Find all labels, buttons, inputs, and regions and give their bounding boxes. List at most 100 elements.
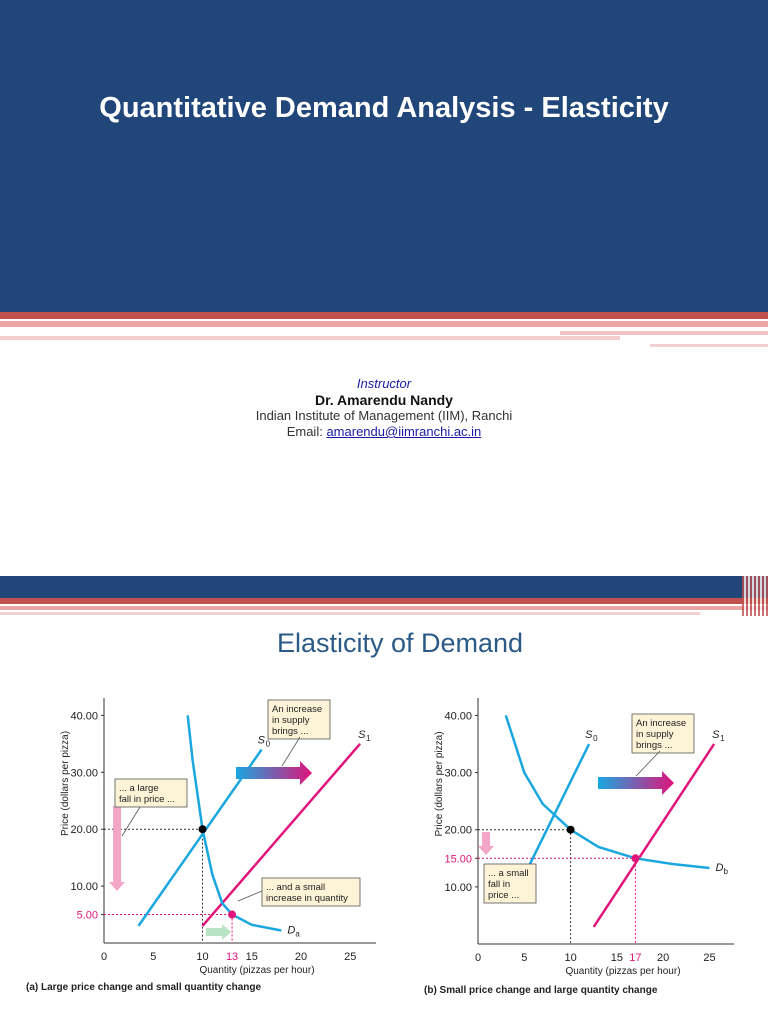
chart-a-annotation-quantity-box: [261, 877, 361, 907]
chart-a-annotation-quantity-leader: [237, 890, 263, 902]
chart-a-panel-caption: (a) Large price change and small quantit…: [26, 982, 261, 993]
chart-b-annotation-supply-box: [631, 713, 695, 754]
chart-a-y-tick-label: 40.00: [70, 710, 98, 722]
email-link[interactable]: amarendu@iimranchi.ac.in: [326, 424, 482, 439]
chart-b-price-fall-arrow: [478, 832, 494, 855]
chart-a-y-tick-label: 20.00: [70, 824, 98, 836]
chart-a-annotation-price-box: [114, 778, 188, 808]
chart-b-equilibrium-1: [631, 854, 640, 863]
chart-b-y-tick-label: 30.00: [444, 768, 472, 780]
divider-pink-2: [560, 331, 768, 335]
affiliation: Indian Institute of Management (IIM), Ra…: [255, 408, 513, 423]
chart-b-label-d-sub: b: [723, 867, 728, 876]
chart-a-guide-eq0: [104, 828, 204, 943]
chart-a-x-tick-label: 25: [344, 951, 356, 963]
instructor-label: Instructor: [356, 376, 412, 391]
chart-a-annotation-supply-text: An increase: [272, 704, 322, 715]
chart-b-x-tick-label: 10: [564, 952, 576, 964]
chart-a-annotation-supply-text: in supply: [272, 715, 310, 726]
divider-pink-4: [650, 344, 768, 347]
slide-title: Quantitative Demand Analysis - Elasticit…: [99, 92, 669, 124]
chart-b-annotation-supply-leader: [635, 750, 661, 777]
chart-a-x-tick-label: 0: [101, 951, 107, 963]
chart-b-label-s1-sub: 1: [720, 734, 725, 743]
chart-b-label-s0-sub: 0: [593, 734, 598, 743]
chart-a-label-s1-sub: 1: [366, 734, 371, 743]
chart-b-series-S0: [523, 743, 591, 876]
chart-b-annotation-price-text: fall in: [488, 879, 510, 890]
chart-a-label-s1: S: [358, 729, 366, 741]
instructor-block: Instructor Dr. Amarendu Nandy Indian Ins…: [0, 376, 768, 440]
chart-b-y-tick-label: 10.00: [444, 882, 472, 894]
chart-a-supply-shift-arrow: [236, 761, 312, 785]
title-slide-header: [0, 0, 768, 312]
chart-a-x-tick-label: 10: [196, 951, 208, 963]
chart-b-label-d: D: [715, 862, 723, 874]
chart-a-series-S1: [201, 742, 362, 927]
slide2-title: Elasticity of Demand: [276, 628, 524, 658]
chart-b-annotation-price-text: price ...: [488, 890, 519, 901]
chart-a-x-tick-label: 20: [295, 951, 307, 963]
chart-b-x-tick-label: 25: [703, 952, 715, 964]
chart-a-label-d-sub: a: [295, 929, 300, 938]
chart-a-y-tick-label: 30.00: [70, 767, 98, 779]
chart-b-panel-caption: (b) Small price change and large quantit…: [424, 985, 658, 996]
chart-a-y-axis-label: Price (dollars per pizza): [60, 731, 71, 836]
chart-a-y-tick-label: 5.00: [77, 910, 98, 922]
divider-pink-3: [0, 336, 620, 340]
chart-b-annotation-supply-text: in supply: [636, 729, 674, 740]
divider-red: [0, 312, 768, 319]
chart-a-equilibrium-1: [228, 910, 237, 919]
chart-b-y-axis-label: Price (dollars per pizza): [434, 731, 445, 836]
chart-a-label-s0-sub: 0: [266, 740, 271, 749]
chart-a-x-tick-label: 15: [246, 951, 258, 963]
chart-a-series-Da: [186, 715, 282, 932]
chart-b-label-s1: S: [712, 729, 720, 741]
chart-a-annotation-supply-leader: [281, 736, 301, 767]
divider-pink: [0, 321, 768, 327]
chart-b-x-axis-label: Quantity (pizzas per hour): [565, 966, 680, 977]
email-label: Email:: [286, 424, 323, 439]
slide2-edge-stripes: [742, 576, 768, 616]
chart-a-annotation-supply-text: brings ...: [272, 726, 308, 737]
chart-a-quantity-increase-arrow: [206, 924, 231, 940]
slide2-top-bar: [0, 576, 768, 598]
chart-b-supply-shift-arrow: [598, 771, 674, 795]
chart-b-y-tick-label: 40.00: [444, 710, 472, 722]
chart-a-y-tick-label: 10.00: [70, 881, 98, 893]
chart-a-annotation-price-text: fall in price ...: [119, 794, 175, 805]
chart-b-y-tick-label: 15.00: [444, 853, 472, 865]
chart-b-x-tick-label: 15: [611, 952, 623, 964]
email-line: Email: amarendu@iimranchi.ac.in: [0, 424, 768, 440]
chart-b-annotation-supply-text: An increase: [636, 718, 686, 729]
chart-b-annotation-supply-text: brings ...: [636, 740, 672, 751]
chart-b-y-tick-label: 20.00: [444, 825, 472, 837]
slide2-pink-bar: [0, 606, 768, 610]
instructor-name: Dr. Amarendu Nandy: [315, 392, 453, 408]
chart-b-x-tick-label: 0: [475, 952, 481, 964]
chart-b-equilibrium-0: [566, 825, 575, 834]
chart-a-annotation-price-text: ... a large: [119, 783, 159, 794]
chart-b-label-s0: S: [585, 729, 593, 741]
chart-b-x-tick-label: 20: [657, 952, 669, 964]
chart-a-x-axis-label: Quantity (pizzas per hour): [199, 965, 314, 976]
chart-a-annotation-quantity-text: increase in quantity: [266, 893, 348, 904]
chart-b-x-tick-label: 17: [629, 952, 641, 964]
slide2-pink-bar-2: [0, 612, 700, 615]
chart-b-annotation-price-box: [483, 863, 537, 904]
chart-a-x-tick-label: 13: [226, 951, 238, 963]
chart-b-x-tick-label: 5: [521, 952, 527, 964]
chart-a-label-d: D: [287, 924, 295, 936]
chart-a-annotation-quantity-text: ... and a small: [266, 882, 325, 893]
chart-b-series-Db: [504, 715, 710, 870]
chart-a-price-fall-arrow: [109, 806, 125, 891]
slide2-red-bar: [0, 598, 768, 604]
chart-a-equilibrium-0: [198, 825, 207, 834]
chart-a-annotation-supply-box: [267, 699, 331, 740]
chart-a-label-s0: S: [258, 735, 266, 747]
chart-a-x-tick-label: 5: [150, 951, 156, 963]
